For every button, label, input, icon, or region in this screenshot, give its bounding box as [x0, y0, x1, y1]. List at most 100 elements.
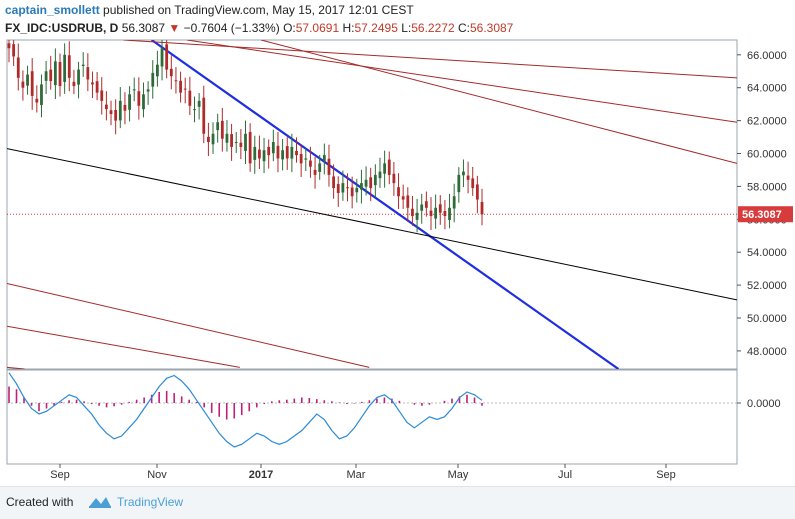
candle-body	[383, 163, 387, 174]
candle-body	[16, 57, 20, 78]
channel-red-5-line	[7, 325, 240, 368]
candle-body	[406, 195, 410, 208]
candle-body	[21, 81, 25, 88]
candle-body	[151, 72, 155, 87]
candle-body	[387, 159, 391, 175]
candle-body	[457, 174, 461, 193]
candle-body	[91, 82, 94, 85]
candle-body	[114, 109, 118, 121]
high-label: H:	[342, 21, 355, 35]
last-price-label: 56.3087	[742, 209, 782, 221]
last-price: 56.3087	[121, 21, 166, 35]
candle-body	[429, 210, 433, 217]
candle-body	[318, 163, 322, 172]
candle-body	[327, 158, 331, 175]
x-tick-label: May	[448, 469, 469, 481]
candle-body	[137, 91, 141, 106]
candle-body	[53, 61, 57, 86]
candle-body	[378, 171, 382, 179]
candle-body	[244, 133, 247, 151]
candle-body	[480, 201, 484, 215]
candle-body	[360, 183, 363, 190]
candle-body	[211, 133, 215, 145]
last-price-marker	[738, 206, 793, 223]
candle-body	[197, 100, 201, 107]
candle-body	[188, 90, 192, 106]
candle-body	[313, 169, 317, 175]
channel-red-6-line	[7, 366, 25, 369]
candle-body	[100, 90, 104, 101]
candle-body	[248, 132, 252, 164]
candle-body	[35, 98, 39, 103]
candle-body	[341, 183, 345, 193]
candle-body	[169, 68, 173, 77]
published-text: published on TradingView.com, May 15, 20…	[103, 3, 414, 17]
candle-body	[443, 211, 447, 217]
y-tick-label: 60.0000	[747, 149, 787, 161]
candle-body	[104, 104, 108, 110]
candle-body	[392, 173, 396, 184]
candle-body	[118, 100, 122, 121]
candle-body	[49, 69, 53, 82]
candle-body	[276, 145, 280, 159]
candle-body	[95, 81, 99, 93]
candle-body	[434, 207, 438, 219]
y-tick-label: 58.0000	[747, 181, 787, 193]
candle-body	[452, 196, 456, 209]
candle-body	[364, 179, 368, 187]
candle-body	[230, 134, 233, 147]
candle-body	[295, 150, 298, 156]
downtrend-line	[151, 40, 620, 369]
candle-body	[239, 142, 243, 147]
candle-body	[253, 146, 257, 160]
open-label: O:	[283, 21, 296, 35]
candle-body	[156, 64, 159, 77]
oscillator-tick-label: 0.0000	[747, 398, 781, 410]
y-tick-label: 48.0000	[747, 346, 787, 358]
candle-body	[160, 48, 164, 67]
oscillator-pane-border	[6, 369, 738, 465]
candle-body	[424, 201, 428, 208]
candle-body	[420, 204, 424, 211]
low-value: 56.2272	[411, 21, 455, 35]
candle-body	[7, 43, 11, 49]
tradingview-link[interactable]: TradingView	[117, 495, 184, 509]
candle-body	[415, 212, 419, 220]
candle-body	[132, 89, 136, 91]
candle-body	[220, 120, 224, 139]
created-with-label: Created with	[6, 495, 74, 509]
candle-body	[322, 155, 326, 161]
candle-body	[299, 153, 303, 164]
price-chart[interactable]: 48.000050.000052.000054.000056.000058.00…	[0, 0, 795, 486]
candle-body	[448, 207, 451, 220]
candle-body	[12, 44, 16, 57]
candle-body	[40, 84, 43, 106]
candle-body	[72, 81, 76, 87]
x-tick-label: Sep	[656, 469, 676, 481]
candle-body	[309, 160, 312, 167]
candle-body	[63, 54, 67, 82]
candle-body	[304, 158, 308, 160]
y-tick-label: 54.0000	[747, 247, 787, 259]
y-tick-label: 50.0000	[747, 313, 787, 325]
y-tick-label: 66.0000	[747, 50, 787, 62]
down-arrow-icon: ▼	[168, 21, 181, 35]
candle-body	[77, 69, 80, 85]
author-name[interactable]: captain_smollett	[5, 3, 100, 17]
candle-body	[207, 136, 210, 142]
candle-body	[146, 89, 150, 92]
candle-body	[369, 177, 373, 189]
x-tick-label: 2017	[249, 469, 273, 481]
candle-body	[466, 175, 470, 180]
candle-body	[179, 80, 182, 93]
candle-body	[258, 149, 261, 159]
candle-body	[475, 184, 479, 200]
candle-body	[397, 187, 400, 197]
candle-body	[262, 150, 266, 162]
candle-body	[471, 178, 475, 189]
candle-body	[332, 176, 335, 189]
candle-body	[225, 133, 229, 143]
candle-body	[271, 141, 275, 154]
open-value: 57.0691	[295, 21, 340, 35]
channel-red-4-line	[7, 282, 370, 368]
